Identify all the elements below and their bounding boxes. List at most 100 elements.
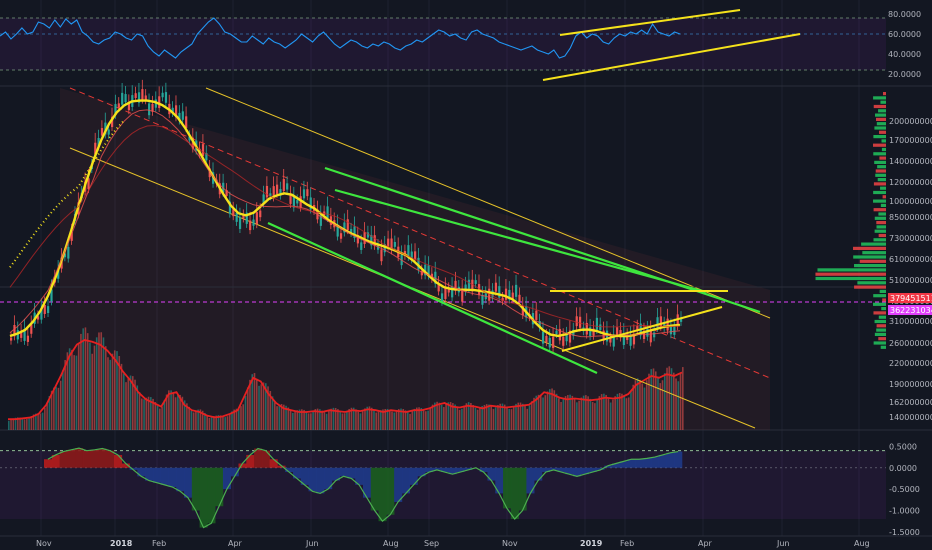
candle-body [360, 242, 363, 250]
candle-body [343, 222, 346, 233]
volume-bar [100, 332, 103, 430]
oscillator-bar [44, 459, 53, 468]
volume-profile-bar [853, 246, 886, 250]
volume-profile-bar [874, 332, 886, 336]
volume-profile-bar [875, 113, 886, 117]
candle-body [578, 316, 582, 328]
price-tick-label: 1700000000000 [889, 136, 932, 145]
oscillator-line [47, 447, 679, 529]
volume-bar [519, 402, 522, 430]
volume-bar [73, 355, 75, 430]
volume-bar [267, 386, 269, 430]
oscillator-bar [534, 467, 543, 481]
candle-body [494, 282, 498, 292]
oscillator-bar [90, 449, 99, 468]
volume-bar [388, 409, 391, 430]
volume-profile-bar [874, 126, 886, 130]
candle-body [255, 212, 258, 225]
volume-bar [55, 386, 57, 430]
volume-profile-bar [879, 130, 886, 134]
volume-bar [445, 403, 447, 430]
volume-bar [479, 407, 481, 430]
volume-bar [301, 409, 303, 430]
volume-bar [136, 385, 139, 430]
volume-bar [125, 382, 127, 430]
volume-bar [668, 366, 671, 430]
price-tick-label: 1900000000000 [889, 380, 932, 389]
oscillator-bar [580, 467, 589, 475]
volume-bar [379, 410, 382, 430]
volume-bar [621, 393, 623, 430]
rsi-trendlines [542, 9, 801, 81]
candle-body [568, 330, 572, 343]
candle-body [292, 196, 296, 208]
candle-body [137, 92, 141, 103]
volume-bar [12, 418, 15, 430]
volume-bar [64, 359, 66, 430]
oscillator-histogram [0, 448, 886, 528]
candle-body [309, 197, 312, 210]
oscillator-bar [604, 465, 613, 468]
volume-bar [145, 397, 148, 430]
candle-body [252, 219, 255, 226]
oscillator-bar [106, 450, 115, 468]
candle-body [538, 321, 541, 328]
volume-bar [298, 409, 301, 430]
volume-bar [134, 379, 136, 430]
volume-bar [332, 407, 335, 430]
candle-body [680, 317, 683, 322]
candle-body [417, 257, 420, 270]
volume-bar [422, 409, 425, 430]
rsi-trendline-upper [559, 9, 741, 36]
volume-bar [323, 412, 326, 430]
candle-body [228, 201, 232, 214]
volume-profile-bar [877, 165, 886, 169]
candle-body [622, 333, 625, 346]
volume-bar [235, 408, 238, 430]
volume-bar [591, 402, 594, 430]
volume-bar [546, 391, 549, 430]
oscillator-bar [643, 458, 652, 468]
volume-bar [312, 410, 314, 430]
candle-body [104, 122, 107, 135]
volume-bar [589, 398, 592, 430]
volume-bar [222, 416, 224, 430]
volume-bar [483, 404, 486, 430]
volume-bar [161, 406, 163, 430]
candle-body [70, 232, 73, 241]
volume-bar [564, 396, 567, 430]
volume-bar [152, 398, 154, 430]
volume-bar [244, 395, 247, 430]
volume-profile-bar [873, 152, 886, 156]
volume-bar [612, 399, 614, 430]
candle-body [504, 288, 508, 300]
rsi-tick-label: 40.0000 [888, 50, 921, 59]
oscillator-bar [394, 467, 403, 502]
volume-bar [102, 337, 105, 430]
candle-body [100, 128, 104, 136]
volume-bar [68, 348, 71, 430]
volume-bar [231, 411, 233, 430]
volume-bar [154, 402, 157, 430]
candle-body [616, 327, 619, 336]
oscillator-tick-label: -1.0000 [889, 507, 920, 516]
volume-profile [815, 92, 886, 349]
oscillator-bar [456, 467, 465, 473]
oscillator-bar [549, 467, 558, 470]
volume-bar [675, 378, 677, 430]
oscillator-bar [75, 448, 84, 468]
oscillator-bar [619, 461, 628, 468]
candle-body [225, 190, 228, 196]
volume-bar [603, 393, 605, 430]
oscillator-bar [316, 467, 325, 494]
candle-body [410, 251, 413, 260]
candle-body [676, 314, 679, 327]
candle-body [383, 244, 386, 253]
volume-bar [551, 388, 553, 430]
volume-bar [206, 415, 208, 430]
volume-line [8, 339, 683, 421]
volume-bar [217, 415, 220, 430]
volume-bar [91, 353, 94, 430]
volume-bar [438, 402, 441, 430]
oscillator-tick-label: -1.5000 [889, 528, 920, 537]
